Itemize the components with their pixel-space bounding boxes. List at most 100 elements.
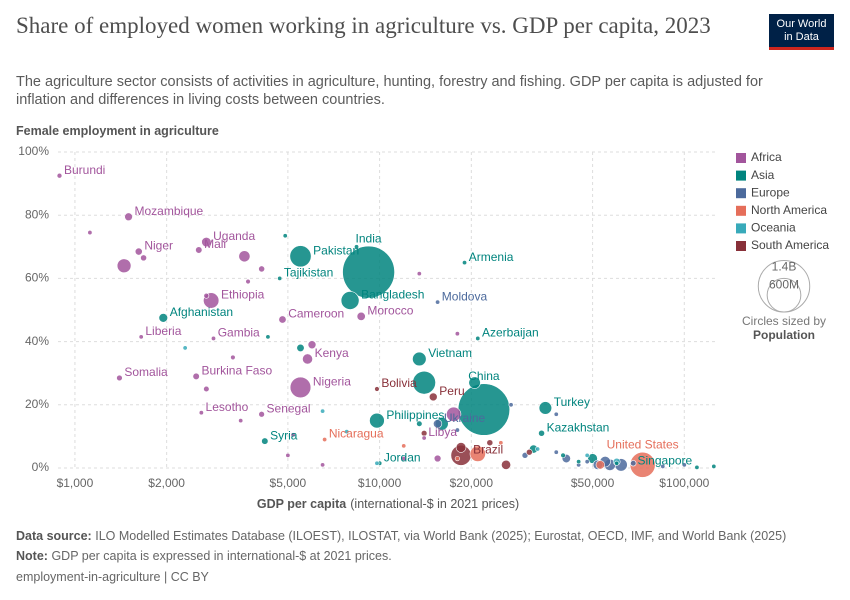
bubble	[468, 376, 481, 389]
bubble	[238, 250, 251, 263]
point-label: China	[468, 369, 500, 383]
note: Note: GDP per capita is expressed in int…	[16, 549, 392, 563]
bubble	[238, 418, 244, 424]
bubble	[412, 370, 436, 395]
legend-label: Oceania	[751, 221, 796, 235]
source-label: Data source:	[16, 529, 92, 543]
bubble	[508, 402, 514, 408]
legend-swatch	[736, 241, 746, 251]
bubble	[320, 408, 326, 414]
size-legend-label: 600M	[769, 277, 799, 291]
bubble	[454, 331, 460, 337]
bubble	[258, 265, 266, 273]
point-label: Tajikistan	[284, 266, 333, 280]
bubble	[420, 430, 428, 437]
bubble	[416, 420, 423, 427]
chart-title: Share of employed women working in agric…	[16, 13, 711, 38]
point-label: Burkina Faso	[201, 364, 272, 378]
point-label: Peru	[439, 384, 464, 398]
bubble	[278, 315, 287, 324]
bubble	[584, 452, 590, 458]
point-label: Azerbaijan	[482, 326, 539, 340]
bubble	[203, 385, 210, 393]
bubble	[535, 446, 541, 452]
y-tick-label: 80%	[25, 207, 49, 221]
point-label: Libya	[428, 425, 457, 439]
bubble	[454, 455, 460, 462]
point-label: Turkey	[554, 395, 590, 409]
bubble	[340, 291, 360, 310]
bubble	[124, 212, 133, 222]
bubble	[261, 437, 269, 445]
bubble	[553, 449, 559, 455]
bubble	[433, 419, 443, 429]
bubble	[344, 429, 350, 435]
note-text: GDP per capita is expressed in internati…	[51, 549, 392, 563]
point-label: Morocco	[367, 303, 413, 317]
legend-swatch	[736, 170, 746, 181]
point-label: Nigeria	[313, 375, 351, 389]
bubble	[320, 462, 326, 468]
bubble	[356, 311, 366, 321]
bubble	[374, 460, 380, 466]
point-label: Bolivia	[381, 376, 417, 390]
bubble	[56, 172, 63, 179]
legend-label: Europe	[751, 185, 790, 199]
x-tick-label: $2,000	[148, 476, 185, 490]
bubble	[553, 411, 559, 417]
bubble	[201, 236, 212, 248]
point-label: United States	[607, 437, 679, 451]
bubble	[401, 456, 407, 462]
bubble	[277, 275, 283, 281]
y-axis-label: Female employment in agriculture	[16, 124, 219, 138]
x-axis-label: GDP per capita (international-$ in 2021 p…	[257, 497, 519, 511]
bubble	[302, 353, 313, 365]
point-label: Mozambique	[135, 204, 204, 218]
bubble	[290, 432, 296, 438]
bubble	[296, 343, 305, 352]
bubble	[454, 427, 460, 433]
bubble	[230, 354, 236, 361]
bubble	[629, 451, 656, 478]
point-label: Somalia	[124, 365, 168, 379]
bubble	[354, 244, 360, 250]
point-label: Jordan	[384, 450, 421, 464]
x-label: GDP per capita	[257, 497, 347, 511]
y-tick-label: 40%	[25, 334, 49, 348]
logo[interactable]: Our World in Data	[769, 14, 834, 50]
x-tick-label: $20,000	[450, 476, 494, 490]
point-label: Ukraine	[444, 411, 486, 425]
bubble	[258, 411, 265, 418]
bubble	[138, 334, 144, 340]
y-tick-label: 0%	[32, 460, 50, 474]
bubble	[501, 459, 512, 470]
point-label: Gambia	[218, 326, 260, 340]
bubble	[116, 258, 132, 274]
size-legend-title: Circles sized by	[742, 314, 826, 328]
bubble	[245, 278, 251, 285]
bubble	[369, 412, 385, 429]
bubble	[446, 406, 462, 422]
bubble	[401, 443, 407, 449]
point-label: Mali	[204, 237, 226, 251]
bubble	[486, 439, 494, 447]
x-label-note: (international-$ in 2021 prices)	[350, 497, 519, 511]
point-label: Uganda	[213, 229, 255, 243]
point-label: Burundi	[64, 163, 105, 177]
note-label: Note:	[16, 549, 48, 563]
bubble	[681, 462, 687, 468]
license[interactable]: employment-in-agriculture | CC BY	[16, 570, 209, 584]
point-label: Singapore	[638, 454, 693, 468]
bubble	[285, 452, 291, 458]
point-label: Afghanistan	[170, 305, 233, 319]
bubble	[342, 245, 395, 299]
bubble	[282, 233, 288, 239]
bubble	[469, 445, 486, 462]
x-tick-label: $1,000	[57, 476, 94, 490]
y-tick-label: 100%	[18, 144, 49, 158]
point-label: Senegal	[267, 401, 311, 415]
size-legend-label: 1.4B	[772, 260, 797, 274]
bubble	[538, 429, 545, 437]
bubble	[203, 292, 210, 299]
